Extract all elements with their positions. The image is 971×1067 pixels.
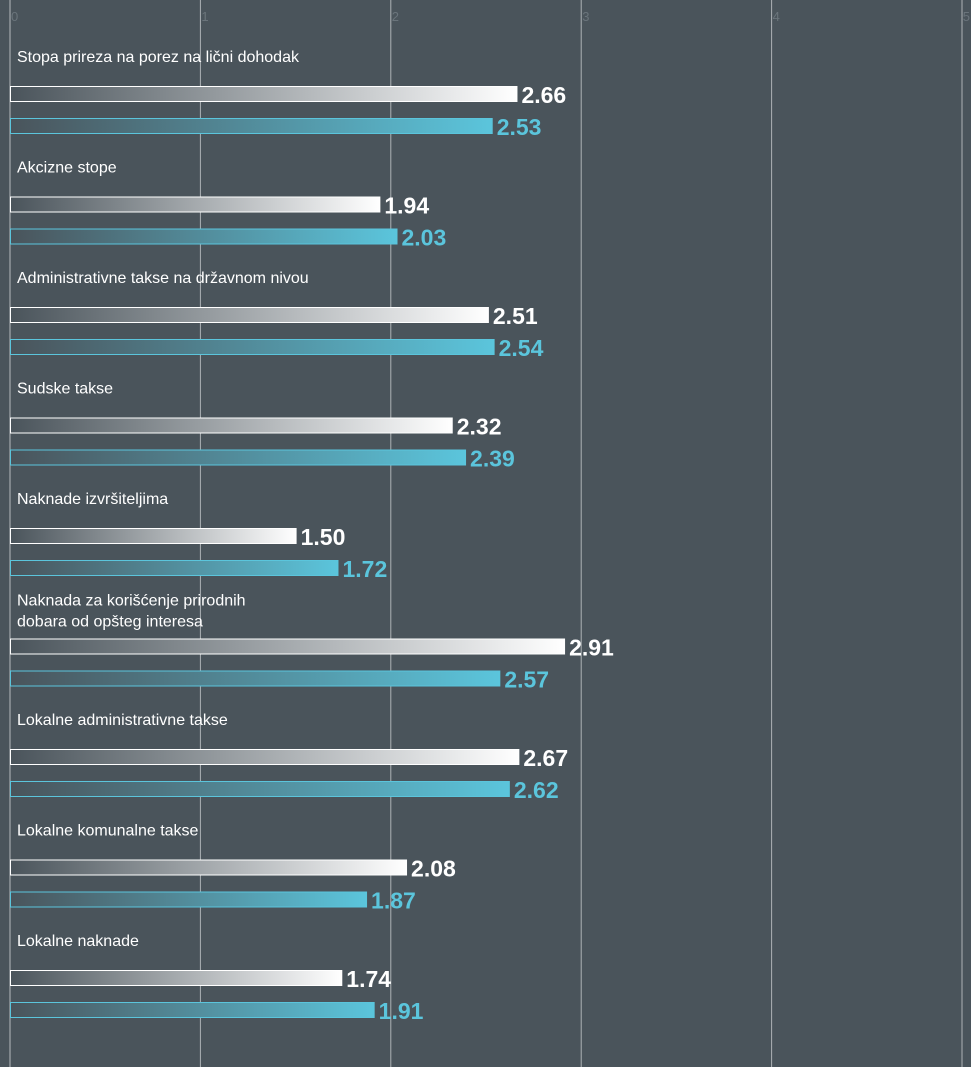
bar-group: Akcizne stope 1.94 2.03 [10, 160, 447, 251]
data-label: 1.50 [301, 524, 346, 550]
bar-group: Sudske takse 2.32 2.39 [10, 381, 515, 472]
grid-lines [9, 0, 963, 1067]
bar [10, 970, 343, 986]
category-label: Stopa prireza na porez na lični dohodak [17, 49, 300, 66]
category-label: Akcizne stope [17, 160, 117, 177]
data-label: 2.03 [402, 225, 447, 251]
bar [10, 528, 297, 544]
data-label: 1.72 [342, 556, 387, 582]
category-label: Lokalne komunalne takse [17, 823, 199, 840]
data-label: 1.87 [371, 888, 416, 914]
data-label: 2.91 [569, 635, 614, 661]
bar [10, 781, 510, 797]
data-label: 1.74 [346, 966, 391, 992]
bar-group: Lokalne administrativne takse 2.67 2.62 [10, 712, 568, 803]
x-tick-label: 1 [201, 9, 208, 24]
bar [10, 228, 398, 245]
x-tick-label: 2 [392, 9, 399, 24]
bar [10, 339, 495, 355]
bar [10, 670, 501, 687]
bar [10, 560, 339, 576]
x-tick-label: 5 [963, 9, 970, 24]
bar [10, 859, 408, 876]
data-label: 2.08 [411, 856, 456, 882]
data-label: 2.62 [514, 777, 559, 803]
bar-group: Naknada za korišćenje prirodnih dobara od… [10, 593, 614, 693]
category-label: Sudske takse [17, 381, 113, 398]
category-label: Administrativne takse na državnom nivou [17, 270, 309, 287]
x-tick-label: 4 [773, 9, 780, 24]
category-label: Naknade izvršiteljima [17, 491, 168, 508]
bar [10, 118, 493, 134]
category-label: Naknada za korišćenje prirodnih [17, 593, 246, 610]
category-label: Lokalne naknade [17, 933, 139, 950]
x-tick-label: 0 [11, 9, 18, 24]
data-label: 1.91 [379, 998, 424, 1024]
bar-group: Administrativne takse na državnom nivou 2… [10, 270, 544, 361]
category-label: dobara od opšteg interesa [17, 614, 203, 631]
data-label: 2.39 [470, 446, 515, 472]
data-label: 2.54 [499, 335, 544, 361]
data-label: 2.57 [504, 667, 549, 693]
data-label: 2.32 [457, 414, 502, 440]
category-label: Lokalne administrativne takse [17, 712, 228, 729]
bar [10, 417, 453, 434]
x-tick-label: 3 [582, 9, 589, 24]
bar-group: Naknade izvršiteljima 1.50 1.72 [10, 491, 387, 582]
x-axis-ticks: 0 1 2 3 4 5 [11, 9, 970, 24]
data-label: 2.53 [497, 114, 542, 140]
bar-group: Lokalne naknade 1.74 1.91 [10, 933, 424, 1024]
bar [10, 891, 368, 908]
bar [10, 749, 520, 765]
bar-group: Lokalne komunalne takse 2.08 1.87 [10, 823, 456, 914]
data-label: 2.67 [523, 745, 568, 771]
bar [10, 1002, 375, 1018]
bar [10, 307, 489, 323]
bar [10, 638, 566, 655]
bar-group: Stopa prireza na porez na lični dohodak 2… [10, 49, 566, 140]
bar [10, 86, 518, 102]
data-label: 2.66 [521, 82, 566, 108]
bar-groups: Stopa prireza na porez na lični dohodak 2… [10, 49, 614, 1024]
bar [10, 196, 381, 213]
bar [10, 449, 467, 466]
data-label: 1.94 [384, 193, 429, 219]
data-label: 2.51 [493, 303, 538, 329]
